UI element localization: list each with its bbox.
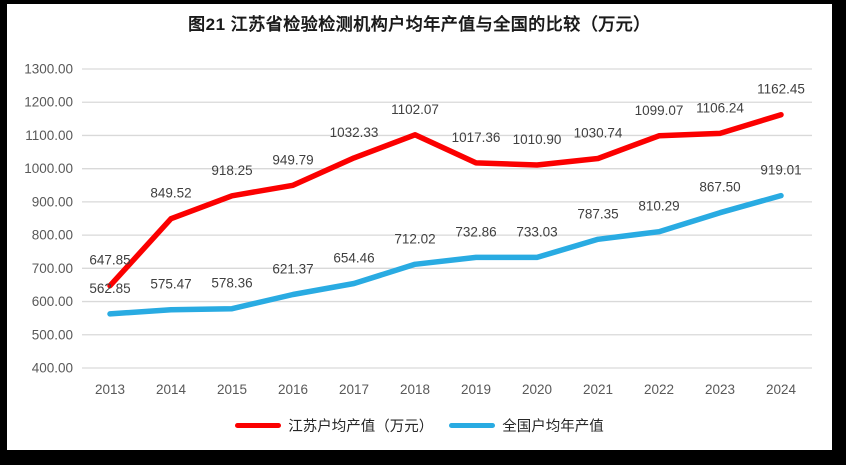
x-tick-label: 2017 <box>339 382 369 397</box>
x-tick-label: 2023 <box>705 382 735 397</box>
data-label-series-0: 1162.45 <box>757 82 805 97</box>
series-line-1 <box>107 192 784 317</box>
y-tick-label: 500.00 <box>32 327 73 342</box>
data-label-series-1: 578.36 <box>211 276 252 291</box>
legend-marker-line <box>449 422 496 428</box>
data-label-series-0: 1017.36 <box>452 130 501 145</box>
x-tick-label: 2020 <box>522 382 552 397</box>
y-tick-label: 1000.00 <box>24 161 73 176</box>
x-tick-label: 2024 <box>766 382 797 397</box>
x-tick-label: 2014 <box>156 382 187 397</box>
data-label-series-0: 949.79 <box>272 152 313 167</box>
data-labels: 647.85 849.52 918.25 949.79 1032.33 1102.07 10… <box>89 82 805 296</box>
y-tick-label: 1300.00 <box>24 62 73 77</box>
y-tick-label: 1200.00 <box>24 95 73 110</box>
x-tick-label: 2021 <box>583 382 613 397</box>
data-label-series-1: 810.29 <box>638 199 679 214</box>
x-tick-label: 2015 <box>217 382 247 397</box>
data-label-series-0: 1030.74 <box>574 126 623 141</box>
data-label-series-0: 1032.33 <box>330 125 379 140</box>
legend-item-1: 全国户均年产值 <box>449 415 604 436</box>
data-label-series-1: 621.37 <box>272 262 313 277</box>
x-tick-label: 2013 <box>95 382 125 397</box>
data-label-series-1: 575.47 <box>150 277 191 292</box>
data-label-series-1: 712.02 <box>394 231 435 246</box>
chart-legend: 江苏户均产值（万元） 全国户均年产值 <box>7 412 832 438</box>
y-tick-label: 700.00 <box>32 261 73 276</box>
chart-title: 图21 江苏省检验检测机构户均年产值与全国的比较（万元） <box>188 15 651 34</box>
data-label-series-0: 918.25 <box>211 163 252 178</box>
data-label-series-1: 919.01 <box>760 163 801 178</box>
data-label-series-0: 1010.90 <box>513 132 562 147</box>
y-tick-label: 800.00 <box>32 228 73 243</box>
data-label-series-1: 562.85 <box>89 281 130 296</box>
series-line-0 <box>107 111 784 289</box>
data-label-series-0: 1099.07 <box>635 103 684 118</box>
legend-label: 江苏户均产值（万元） <box>288 418 434 435</box>
data-label-series-1: 867.50 <box>699 180 740 195</box>
data-label-series-0: 1102.07 <box>391 102 439 117</box>
data-label-series-1: 732.86 <box>455 224 496 239</box>
data-label-series-1: 654.46 <box>333 251 374 266</box>
data-label-series-1: 733.03 <box>516 224 557 239</box>
x-axis-labels: 2013 2014 2015 2016 2017 2018 2019 2020 2021 2022… <box>95 382 797 397</box>
chart-canvas: 400.00 500.00 600.00 700.00 800.00 900.00 1000… <box>24 62 812 397</box>
data-label-series-1: 787.35 <box>577 206 618 221</box>
x-tick-label: 2018 <box>400 382 430 397</box>
data-label-series-0: 1106.24 <box>696 100 744 115</box>
y-tick-label: 600.00 <box>32 294 73 309</box>
data-label-series-0: 849.52 <box>150 186 191 201</box>
legend-item-0: 江苏户均产值（万元） <box>235 415 433 436</box>
gridlines <box>82 68 812 369</box>
data-label-series-0: 647.85 <box>89 253 130 268</box>
x-tick-label: 2016 <box>278 382 308 397</box>
y-tick-label: 900.00 <box>32 194 73 209</box>
y-tick-label: 1100.00 <box>25 128 73 143</box>
legend-marker-line <box>235 422 282 428</box>
x-tick-label: 2019 <box>461 382 491 397</box>
y-tick-label: 400.00 <box>32 361 73 376</box>
x-tick-label: 2022 <box>644 382 674 397</box>
y-axis-labels: 400.00 500.00 600.00 700.00 800.00 900.00 1000… <box>24 62 73 376</box>
legend-label: 全国户均年产值 <box>502 418 604 435</box>
